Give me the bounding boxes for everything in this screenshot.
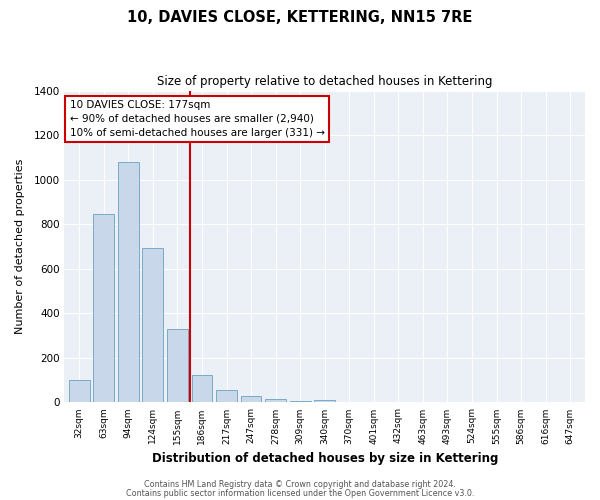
Title: Size of property relative to detached houses in Kettering: Size of property relative to detached ho…	[157, 75, 493, 88]
Bar	[314, 400, 335, 402]
Bar	[69, 380, 89, 402]
Text: Contains public sector information licensed under the Open Government Licence v3: Contains public sector information licen…	[126, 488, 474, 498]
Bar	[118, 162, 139, 402]
Text: 10 DAVIES CLOSE: 177sqm
← 90% of detached houses are smaller (2,940)
10% of semi: 10 DAVIES CLOSE: 177sqm ← 90% of detache…	[70, 100, 325, 138]
Bar	[290, 400, 311, 402]
Bar	[167, 329, 188, 402]
Bar	[216, 390, 237, 402]
Bar	[93, 214, 114, 402]
Text: Contains HM Land Registry data © Crown copyright and database right 2024.: Contains HM Land Registry data © Crown c…	[144, 480, 456, 489]
Bar	[191, 374, 212, 402]
Bar	[142, 248, 163, 402]
X-axis label: Distribution of detached houses by size in Kettering: Distribution of detached houses by size …	[152, 452, 498, 465]
Bar	[265, 399, 286, 402]
Bar	[241, 396, 262, 402]
Y-axis label: Number of detached properties: Number of detached properties	[15, 159, 25, 334]
Text: 10, DAVIES CLOSE, KETTERING, NN15 7RE: 10, DAVIES CLOSE, KETTERING, NN15 7RE	[127, 10, 473, 25]
